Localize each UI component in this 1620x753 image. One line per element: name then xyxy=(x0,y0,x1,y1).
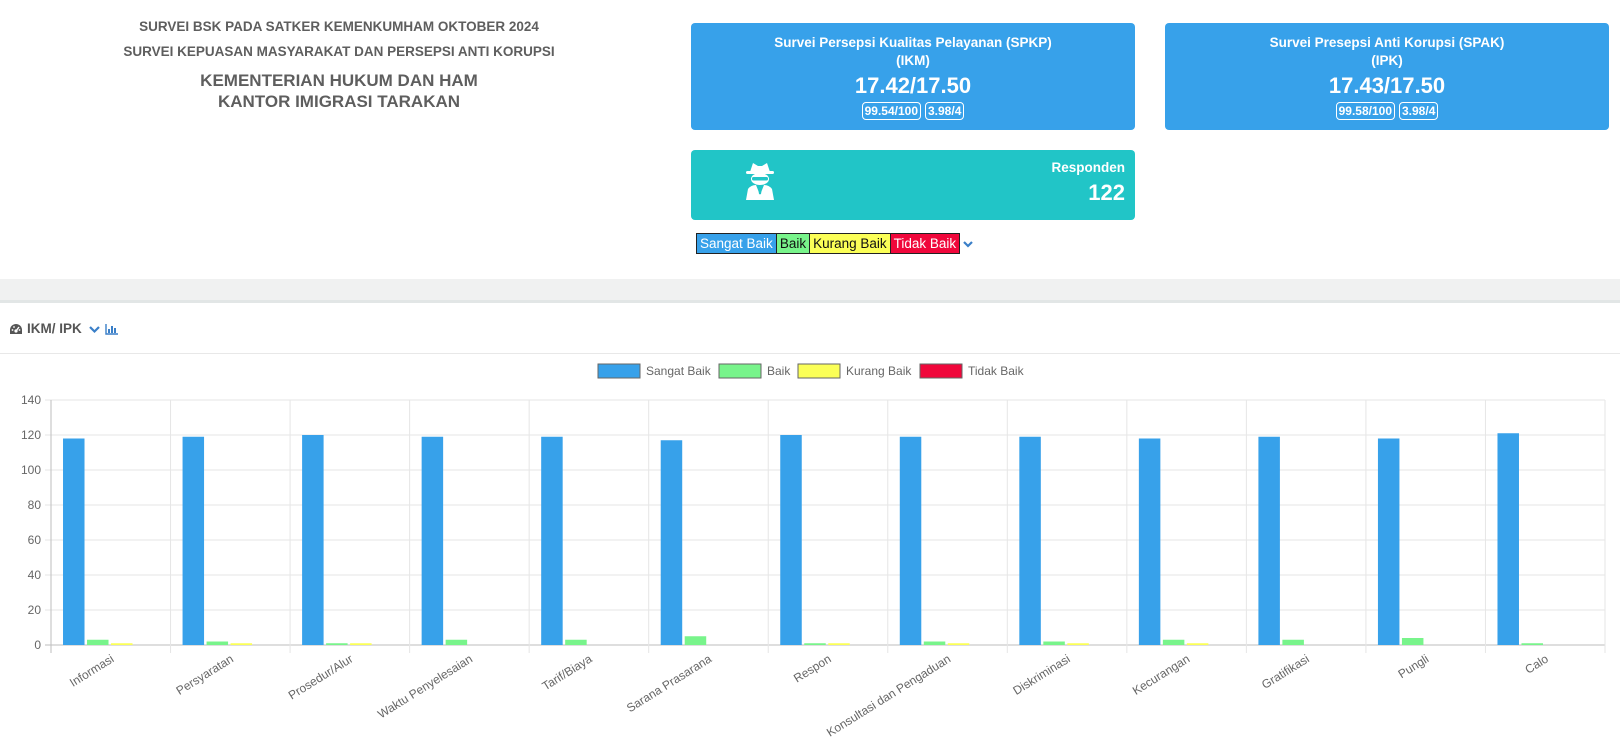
panel-title: IKM/ IPK xyxy=(27,321,82,336)
bar xyxy=(421,436,444,645)
bar xyxy=(1258,436,1280,645)
y-tick-label: 80 xyxy=(28,498,42,512)
x-tick-label: Calo xyxy=(1522,652,1551,677)
bar xyxy=(302,435,324,645)
bar xyxy=(87,639,109,645)
bar xyxy=(1186,643,1209,645)
chevron-down-icon[interactable] xyxy=(962,238,974,250)
legend-swatch xyxy=(797,363,841,379)
x-tick-label: Tarif/Biaya xyxy=(540,652,595,694)
bar xyxy=(111,643,133,645)
bar xyxy=(660,440,683,645)
ipk-score: 17.43/17.50 xyxy=(1328,73,1446,98)
x-tick-label: Pungli xyxy=(1396,652,1432,682)
ministry-name: KEMENTERIAN HUKUM DAN HAM xyxy=(200,71,478,90)
chart-panel-header: IKM/ IPK xyxy=(0,306,1620,354)
x-tick-label: Persyaratan xyxy=(174,652,236,698)
x-tick-label: Gratifikasi xyxy=(1259,652,1312,692)
legend-swatch xyxy=(597,363,641,379)
x-tick-label: Konsultasi dan Pengaduan xyxy=(824,652,953,740)
bar xyxy=(899,436,922,645)
rating-legend: Sangat Baik Baik Kurang Baik Tidak Baik xyxy=(696,233,974,254)
bar xyxy=(1497,433,1519,645)
bar xyxy=(206,641,229,645)
ikm-ipk-bar-chart: Sangat Baik Baik Kurang Baik Tidak Baik 0 20 4… xyxy=(21,363,1606,740)
office-name: KANTOR IMIGRASI TARAKAN xyxy=(217,92,461,111)
bar xyxy=(326,643,348,645)
bar xyxy=(182,436,205,645)
y-tick-label: 60 xyxy=(28,533,42,547)
survey-title: SURVEI BSK PADA SATKER KEMENKUMHAM OKTOB… xyxy=(139,19,539,34)
legend-kurang-baik: Kurang Baik xyxy=(810,233,891,254)
x-tick-label: Kecurangan xyxy=(1130,652,1192,698)
bar xyxy=(947,643,970,645)
bar xyxy=(1067,643,1089,645)
bar xyxy=(445,639,468,645)
ipk-percent-badge: 99.58/100 xyxy=(1335,102,1395,120)
bar xyxy=(565,639,587,645)
legend-label: Baik xyxy=(767,364,791,378)
bar xyxy=(1162,639,1185,645)
legend-baik: Baik xyxy=(776,233,811,254)
tachometer-icon xyxy=(10,323,22,334)
bar xyxy=(684,636,707,645)
bar xyxy=(780,435,802,645)
y-tick-label: 40 xyxy=(28,568,42,582)
y-tick-label: 140 xyxy=(21,393,41,407)
x-tick-label: Respon xyxy=(791,652,834,686)
y-tick-label: 100 xyxy=(21,463,41,477)
section-divider xyxy=(0,279,1620,303)
x-tick-label: Prosedur/Alur xyxy=(286,652,356,703)
bar xyxy=(828,643,850,645)
x-tick-label: Waktu Penyelesaian xyxy=(375,652,475,722)
y-tick-label: 120 xyxy=(21,428,41,442)
bar xyxy=(63,438,85,645)
bar xyxy=(1401,638,1424,645)
bar xyxy=(541,436,563,645)
chevron-down-icon[interactable] xyxy=(88,323,101,335)
ikm-percent-badge: 99.54/100 xyxy=(861,102,921,120)
ipk-card-subtitle: (IPK) xyxy=(1371,53,1403,68)
bar xyxy=(350,643,372,645)
bar xyxy=(1521,643,1543,645)
bar xyxy=(804,643,826,645)
ipk-card: Survei Presepsi Anti Korupsi (SPAK) (IPK… xyxy=(1165,23,1609,130)
bar xyxy=(1019,436,1041,645)
legend-label: Tidak Baik xyxy=(968,364,1025,378)
responden-card: Responden 122 xyxy=(691,150,1135,220)
x-tick-label: Informasi xyxy=(67,652,116,690)
legend-label: Sangat Baik xyxy=(646,364,712,378)
legend-sangat-baik: Sangat Baik xyxy=(696,233,777,254)
bar xyxy=(230,643,253,645)
survey-subtitle: SURVEI KEPUASAN MASYARAKAT DAN PERSEPSI … xyxy=(123,44,555,59)
responden-label: Responden xyxy=(1051,160,1125,175)
y-tick-label: 20 xyxy=(28,603,42,617)
ikm-score: 17.42/17.50 xyxy=(854,73,972,98)
legend-label: Kurang Baik xyxy=(846,364,912,378)
ikm-card-subtitle: (IKM) xyxy=(896,53,930,68)
survey-header: SURVEI BSK PADA SATKER KEMENKUMHAM OKTOB… xyxy=(40,16,638,112)
ikm-scale-badge: 3.98/4 xyxy=(925,102,965,120)
ikm-card-title: Survei Persepsi Kualitas Pelayanan (SPKP… xyxy=(774,35,1052,50)
legend-swatch xyxy=(919,363,963,379)
ipk-scale-badge: 3.98/4 xyxy=(1399,102,1439,120)
x-tick-label: Diskriminasi xyxy=(1010,652,1072,698)
organization-name: KEMENTERIAN HUKUM DAN HAM KANTOR IMIGRAS… xyxy=(40,70,638,112)
x-tick-label: Sarana Prasarana xyxy=(624,652,714,716)
y-tick-label: 0 xyxy=(34,638,41,652)
ipk-card-title: Survei Presepsi Anti Korupsi (SPAK) xyxy=(1269,35,1505,50)
legend-swatch xyxy=(718,363,762,379)
bar xyxy=(1138,438,1161,645)
bar xyxy=(1377,438,1400,645)
ikm-card: Survei Persepsi Kualitas Pelayanan (SPKP… xyxy=(691,23,1135,130)
bar xyxy=(923,641,946,645)
responden-count: 122 xyxy=(1088,180,1125,205)
bar xyxy=(1282,639,1304,645)
bar-chart-icon[interactable] xyxy=(105,323,119,335)
bar xyxy=(1043,641,1065,645)
legend-tidak-baik: Tidak Baik xyxy=(890,233,961,254)
user-secret-icon xyxy=(746,163,774,200)
